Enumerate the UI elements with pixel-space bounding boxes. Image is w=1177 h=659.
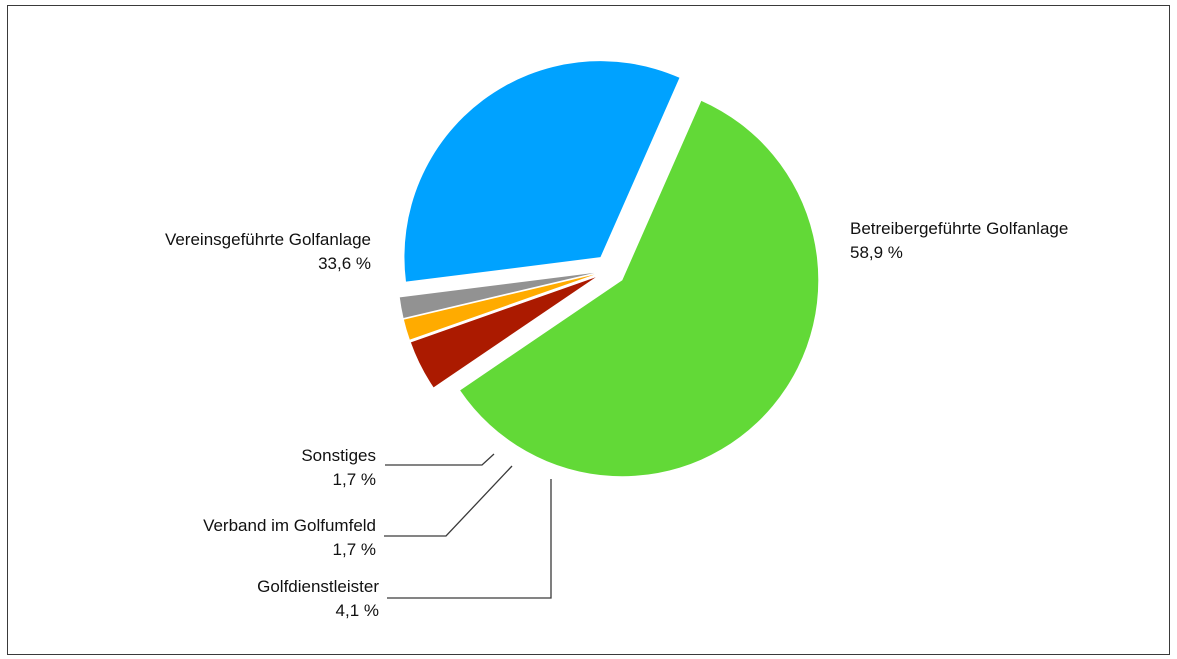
slice-label-verein: Vereinsgeführte Golfanlage	[165, 230, 371, 249]
leader-line-verband	[384, 465, 513, 537]
pie-slices	[399, 61, 819, 477]
slice-value-verband: 1,7 %	[333, 540, 376, 559]
slice-value-betreiber: 58,9 %	[850, 243, 903, 262]
slice-value-verein: 33,6 %	[318, 254, 371, 273]
slice-value-sonstiges: 1,7 %	[333, 470, 376, 489]
pie-slice-sonstiges	[399, 272, 595, 318]
pie-slice-betreiber	[460, 100, 819, 477]
slice-value-golfdienstleister: 4,1 %	[336, 601, 379, 620]
slice-label-betreiber: Betreibergeführte Golfanlage	[850, 219, 1068, 238]
slice-label-verband: Verband im Golfumfeld	[203, 516, 376, 535]
pie-slice-verband	[403, 274, 595, 340]
slice-labels: Betreibergeführte Golfanlage 58,9 % Vere…	[165, 219, 1068, 620]
slice-label-golfdienstleister: Golfdienstleister	[257, 577, 379, 596]
leader-line-golfdienstleister	[387, 479, 552, 599]
leader-line-sonstiges	[385, 453, 495, 466]
leader-lines	[384, 453, 552, 599]
slice-label-sonstiges: Sonstiges	[301, 446, 376, 465]
pie-slice-golfdienstleister	[410, 277, 596, 388]
pie-slice-verein	[404, 61, 680, 282]
